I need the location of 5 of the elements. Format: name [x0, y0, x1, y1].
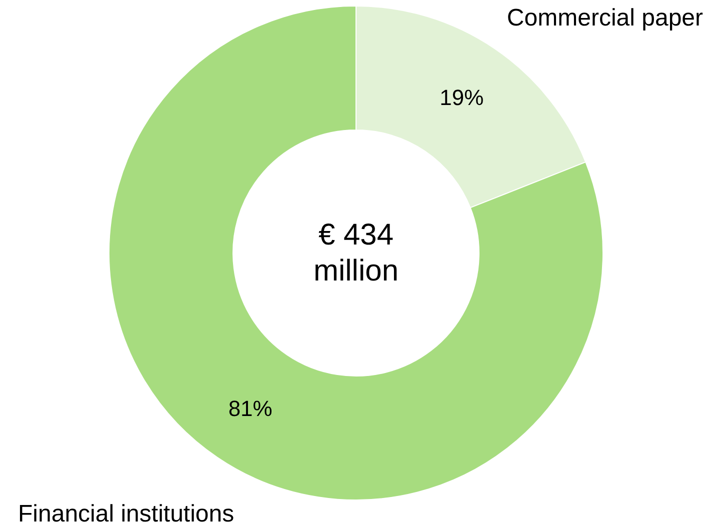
slice-label: Commercial paper	[506, 4, 704, 32]
slice-label: Financial institutions	[18, 500, 234, 528]
text: € 434 million	[313, 218, 399, 288]
data-label: 19%	[440, 85, 484, 110]
data-label: 81%	[228, 396, 272, 421]
